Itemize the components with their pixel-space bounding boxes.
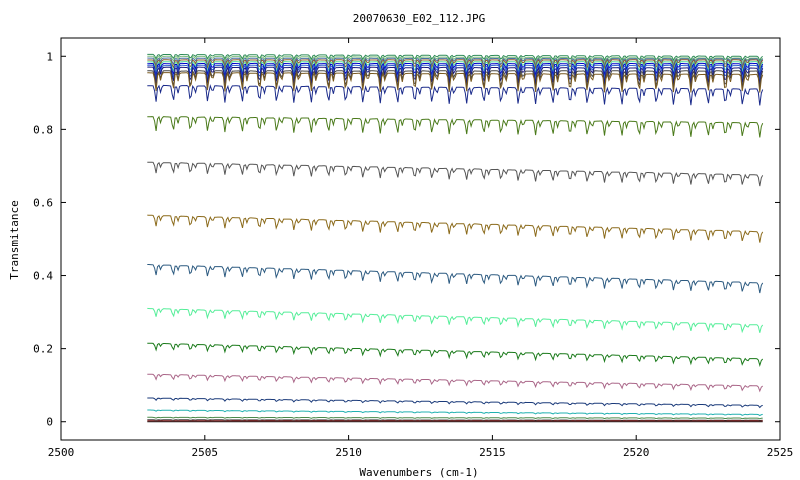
series-group — [147, 53, 764, 423]
series-line — [147, 53, 763, 62]
chart-title: 20070630_E02_112.JPG — [353, 12, 485, 25]
y-tick-label: 0 — [46, 416, 53, 429]
plot-frame — [60, 37, 781, 441]
series-line — [147, 69, 764, 90]
series-line — [147, 397, 763, 409]
series-line — [147, 264, 764, 294]
series-line — [147, 416, 763, 420]
x-tick-label: 2510 — [335, 446, 362, 459]
series-line — [147, 84, 764, 106]
series-line — [147, 60, 764, 74]
series-line — [147, 55, 764, 66]
x-tick-label: 2520 — [623, 446, 650, 459]
series-line — [147, 57, 764, 69]
x-axis-label: Wavenumbers (cm-1) — [359, 466, 478, 479]
series-line — [147, 214, 764, 243]
x-axis: 2500 2505 2510 2515 2520 2525 — [48, 38, 794, 459]
series-line — [147, 63, 764, 81]
x-tick-label: 2505 — [192, 446, 219, 459]
x-tick-label: 2500 — [48, 446, 75, 459]
y-axis-label: Transmitance — [8, 200, 21, 279]
series-line — [147, 65, 764, 85]
x-tick-label: 2515 — [479, 446, 506, 459]
series-line — [147, 409, 763, 417]
y-tick-label: 0.2 — [33, 343, 53, 356]
series-line — [147, 419, 763, 422]
series-line — [147, 307, 764, 334]
y-tick-label: 0.8 — [33, 123, 53, 136]
y-axis: 0 0.2 0.4 0.6 0.8 1 — [33, 50, 780, 429]
x-tick-label: 2525 — [767, 446, 794, 459]
series-line — [147, 161, 764, 187]
series-line — [147, 71, 764, 93]
series-line — [147, 373, 764, 393]
series-line — [147, 62, 764, 77]
y-tick-label: 0.6 — [33, 196, 53, 209]
series-line — [147, 58, 764, 71]
y-tick-label: 0.4 — [33, 270, 53, 283]
series-line — [147, 342, 764, 368]
y-tick-label: 1 — [46, 50, 53, 63]
series-line — [147, 115, 764, 138]
